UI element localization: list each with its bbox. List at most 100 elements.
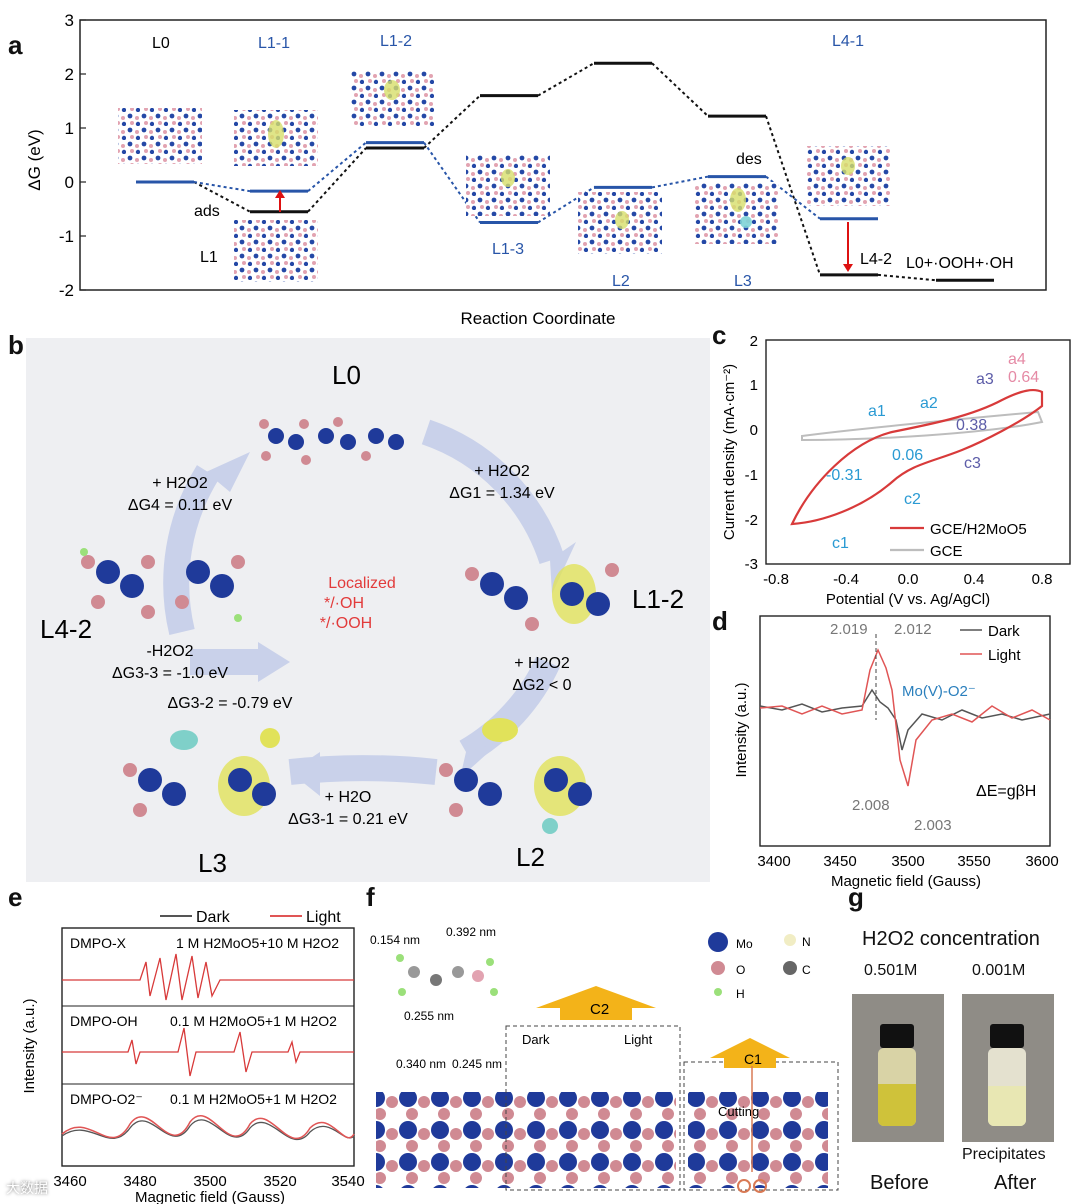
a-arrowhead-2	[843, 264, 853, 272]
a-blue-connector-1	[307, 141, 367, 192]
a-blue-connector-0	[193, 181, 251, 193]
b-step32-energy: ΔG3-2 = -0.79 eV	[168, 695, 293, 712]
d-g-2003: 2.003	[914, 817, 952, 834]
c-ytick-m1: -1	[745, 467, 758, 484]
b-center-line1: Localized	[328, 575, 396, 592]
c-ytick-m3: -3	[745, 556, 758, 573]
a-ytick-2: 2	[65, 65, 74, 84]
d-xtick-3450: 3450	[823, 853, 856, 870]
f-arrow-c2	[536, 986, 656, 1020]
b-node-L3: L3	[198, 848, 227, 878]
c-ytick-m2: -2	[745, 512, 758, 529]
f-dim-0154: 0.154 nm	[370, 933, 420, 947]
f-dim-0255: 0.255 nm	[404, 1009, 454, 1023]
e-xlabel: Magnetic field (Gauss)	[135, 1189, 285, 1204]
c-xtick-m08: -0.8	[763, 571, 789, 588]
f-legend-n: N	[802, 935, 811, 949]
b-step33-reagent: -H2O2	[146, 643, 193, 660]
e-xtick-3520: 3520	[263, 1173, 296, 1190]
c-peak-c2: c2	[904, 491, 921, 508]
b-step4-reagent: + H2O2	[152, 475, 208, 492]
f-legend-h: H	[736, 987, 745, 1001]
panel-e-spin-trap-plot: Dark Light Intensity (a.u.) DMPO-X 1 M H…	[21, 909, 365, 1204]
a-black-connector-4	[651, 62, 709, 117]
b-node-L1-2: L1-2	[632, 584, 684, 614]
c-curve-gce	[801, 410, 1044, 442]
f-label-c1: C1	[744, 1051, 762, 1067]
d-xtick-3400: 3400	[757, 853, 790, 870]
c-xtick-04: 0.4	[964, 571, 985, 588]
f-legend-mo: Mo	[736, 937, 753, 951]
a-black-connector-6	[877, 273, 937, 282]
d-legend-light: Light	[988, 647, 1021, 664]
f-label-c2: C2	[590, 1001, 609, 1018]
f-label-dark: Dark	[522, 1032, 550, 1047]
a-ytick-m2: -2	[59, 281, 74, 300]
e-curve-row3-dark	[61, 1119, 355, 1141]
g-vial-after-photo	[962, 994, 1054, 1142]
e-ylabel: Intensity (a.u.)	[21, 998, 38, 1093]
a-label-final: L0+·OOH+·OH	[906, 255, 1014, 272]
c-xtick-00: 0.0	[898, 571, 919, 588]
c-peak-a2: a2	[920, 395, 938, 412]
c-ytick-2: 2	[750, 333, 758, 350]
e-curve-row1	[62, 953, 354, 1001]
a-label-L1-3: L1-3	[492, 241, 524, 258]
b-center-line2: */·OH	[324, 595, 364, 612]
c-value-064: 0.64	[1008, 369, 1039, 386]
c-ytick-1: 1	[750, 377, 758, 394]
d-g-2012: 2.012	[894, 621, 932, 638]
a-black-connector-2	[423, 94, 481, 149]
d-ylabel: Intensity (a.u.)	[733, 682, 750, 777]
d-xtick-3500: 3500	[891, 853, 924, 870]
c-legend-1: GCE/H2MoO5	[930, 521, 1027, 538]
g-precipitates: Precipitates	[962, 1146, 1046, 1163]
panel-a-energy-diagram: 3 2 1 0 -1 -2 ΔG (eV) Reaction Coordinat…	[25, 11, 1047, 328]
d-curve-light	[759, 648, 1051, 787]
f-label-cutting: Cutting	[718, 1104, 759, 1119]
b-step2-energy: ΔG2 < 0	[512, 677, 571, 694]
a-ytick-1: 1	[65, 119, 74, 138]
e-curve-row2	[62, 1027, 354, 1077]
e-xtick-3480: 3480	[123, 1173, 156, 1190]
c-ylabel: Current density (mA·cm⁻²)	[721, 364, 738, 540]
a-label-L1: L1	[200, 249, 218, 266]
g-before: Before	[870, 1172, 929, 1194]
f-molecule	[396, 954, 498, 996]
a-black-connector-0	[193, 181, 251, 213]
f-dim-0392: 0.392 nm	[446, 925, 496, 939]
a-label-ads: ads	[194, 203, 220, 220]
c-value-038: 0.38	[956, 417, 987, 434]
a-xlabel: Reaction Coordinate	[461, 309, 616, 328]
f-legend-o: O	[736, 963, 745, 977]
panel-b-cycle-diagram: L0 L1-2 L2 L3 L4-2 Localized */·OH */·OO…	[26, 338, 710, 882]
f-label-light: Light	[624, 1032, 653, 1047]
a-label-L0: L0	[152, 35, 170, 52]
panel-f-letter: f	[366, 882, 375, 912]
b-step31-reagent: + H2O	[325, 789, 372, 806]
c-peak-a3: a3	[976, 371, 994, 388]
d-xtick-3600: 3600	[1025, 853, 1058, 870]
panel-a-letter: a	[8, 30, 23, 60]
a-arrowhead-1	[275, 190, 285, 198]
e-row1-name: DMPO-X	[70, 935, 127, 951]
c-value-006: 0.06	[892, 447, 923, 464]
c-xtick-m04: -0.4	[833, 571, 859, 588]
watermark: 大数据	[6, 1180, 48, 1196]
e-row2-name: DMPO-OH	[70, 1013, 138, 1029]
f-dim-0245: 0.245 nm	[452, 1057, 502, 1071]
g-conc-before: 0.501M	[864, 962, 918, 979]
a-label-L1-1: L1-1	[258, 35, 290, 52]
a-structure-thumbnails	[118, 70, 890, 282]
d-species: Mo(V)-O2⁻	[902, 683, 976, 700]
e-legend-dark: Dark	[196, 909, 231, 926]
f-lattice-right	[688, 1092, 828, 1188]
g-after: After	[994, 1172, 1037, 1194]
a-label-L3: L3	[734, 273, 752, 290]
g-title: H2O2 concentration	[862, 928, 1040, 950]
c-peak-a4: a4	[1008, 351, 1026, 368]
panel-c-cv-plot: 2 1 0 -1 -2 -3 -0.8 -0.4 0.0 0.4 0.8 Pot…	[721, 333, 1071, 608]
b-center-line3: */·OOH	[320, 615, 372, 632]
panel-g-letter: g	[848, 882, 864, 912]
b-step33-energy: ΔG3-3 = -1.0 eV	[112, 665, 228, 682]
